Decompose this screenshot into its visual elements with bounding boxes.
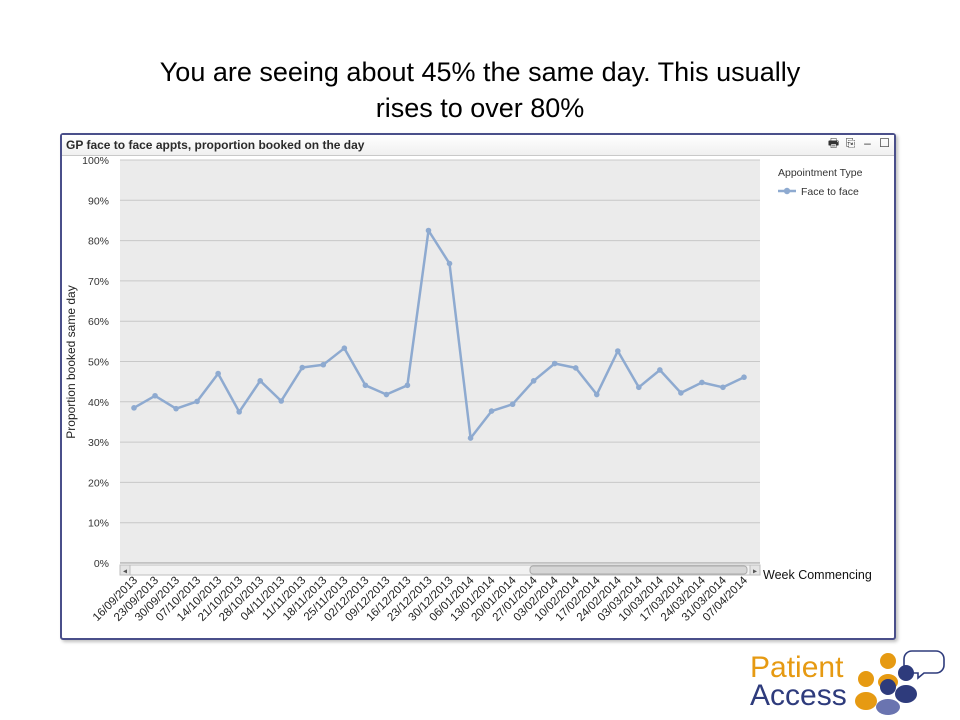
y-tick-label: 20%: [88, 477, 109, 489]
y-tick-label: 50%: [88, 357, 109, 369]
data-point[interactable]: [741, 374, 747, 381]
data-point[interactable]: [341, 345, 348, 352]
data-point[interactable]: [236, 409, 242, 415]
logo-people-icon: [855, 650, 945, 715]
data-point[interactable]: [152, 392, 158, 399]
data-point[interactable]: [509, 401, 516, 408]
data-point[interactable]: [593, 391, 600, 398]
data-point[interactable]: [278, 398, 285, 404]
data-point[interactable]: [404, 382, 411, 389]
y-axis-label: Proportion booked same day: [64, 285, 78, 438]
legend-item-face-to-face[interactable]: Face to face: [801, 186, 859, 198]
data-point[interactable]: [320, 361, 327, 368]
y-tick-label: 60%: [88, 316, 109, 328]
line-chart: 0% 10% 20% 30% 40% 50% 60% 70% 80% 90% 100% Propor…: [64, 155, 872, 624]
series-line-face-to-face: [133, 229, 745, 440]
data-point[interactable]: [131, 405, 137, 411]
legend: Appointment Type Face to face: [778, 167, 863, 198]
logo-word-patient: Patient: [750, 651, 844, 684]
caption-icons: 🖶 ⎘ – ☐: [827, 137, 891, 150]
data-point[interactable]: [383, 391, 390, 398]
export-excel-icon[interactable]: ⎘: [845, 136, 856, 150]
y-tick-label: 70%: [88, 276, 109, 288]
x-scrollbar[interactable]: ◂ ▸: [119, 564, 761, 576]
y-axis-ticks: 0% 10% 20% 30% 40% 50% 60% 70% 80% 90% 100%: [82, 155, 109, 570]
print-icon[interactable]: 🖶: [827, 136, 840, 150]
y-tick-label: 10%: [88, 518, 109, 530]
data-point[interactable]: [720, 384, 726, 391]
data-point[interactable]: [488, 408, 495, 414]
data-point[interactable]: [215, 370, 221, 377]
gridlines: [120, 159, 760, 564]
logo-word-access: Access: [750, 679, 847, 712]
data-point[interactable]: [699, 379, 705, 386]
x-axis-label: Week Commencing: [763, 568, 872, 582]
chart-panel: GP face to face appts, proportion booked…: [60, 133, 896, 640]
data-point[interactable]: [657, 367, 663, 373]
data-point[interactable]: [467, 435, 474, 441]
scroll-right-button[interactable]: [749, 564, 761, 576]
slide-title-line-2: rises to over 80%: [375, 93, 585, 123]
maximize-icon[interactable]: ☐: [879, 136, 890, 150]
y-tick-label: 100%: [82, 155, 109, 167]
scroll-thumb[interactable]: [529, 565, 748, 575]
data-point[interactable]: [194, 398, 200, 405]
x-axis-ticks: 16/09/201323/09/201330/09/201307/10/2013…: [91, 574, 751, 624]
data-point[interactable]: [572, 365, 579, 371]
data-point[interactable]: [299, 364, 306, 371]
y-tick-label: 40%: [88, 397, 109, 409]
y-tick-label: 90%: [88, 195, 109, 207]
data-point[interactable]: [551, 360, 558, 367]
data-points: [131, 227, 747, 441]
legend-swatch-marker: [783, 187, 791, 195]
chart-title: GP face to face appts, proportion booked…: [66, 138, 365, 152]
chart-caption-bar: GP face to face appts, proportion booked…: [62, 135, 894, 156]
data-point[interactable]: [257, 378, 264, 384]
data-point[interactable]: [446, 260, 453, 267]
scroll-left-button[interactable]: [119, 564, 131, 576]
y-tick-label: 30%: [88, 437, 109, 449]
svg-text:◂: ◂: [123, 567, 127, 576]
data-point[interactable]: [173, 405, 179, 412]
legend-title: Appointment Type: [778, 167, 863, 179]
y-tick-label: 0%: [94, 558, 109, 570]
data-point[interactable]: [530, 378, 537, 384]
y-tick-label: 80%: [88, 236, 109, 248]
data-point[interactable]: [678, 390, 684, 396]
svg-text:▸: ▸: [753, 567, 757, 576]
slide-title-line-1: You are seeing about 45% the same day. T…: [159, 57, 801, 87]
data-point[interactable]: [636, 384, 642, 391]
minimize-icon[interactable]: –: [864, 136, 871, 150]
data-point[interactable]: [362, 382, 369, 389]
patient-access-logo: Patient Access: [750, 645, 950, 715]
data-point[interactable]: [614, 348, 621, 354]
data-point[interactable]: [425, 227, 432, 234]
slide-title: You are seeing about 45% the same day. T…: [60, 54, 900, 126]
